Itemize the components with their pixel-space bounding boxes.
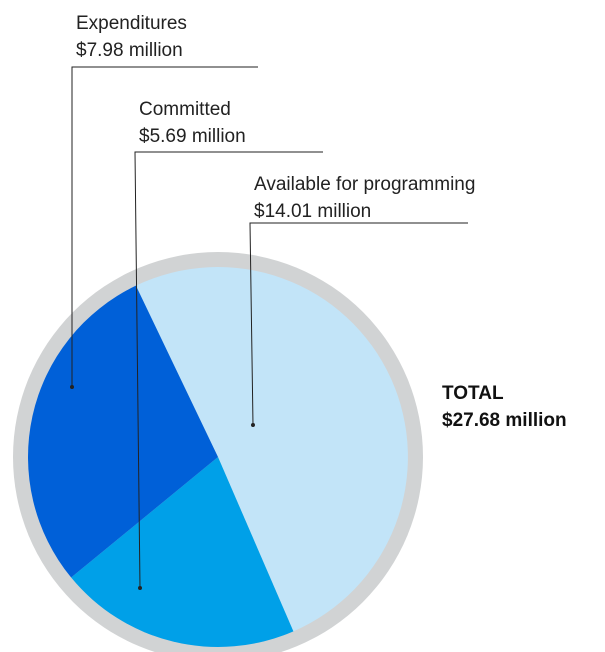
pie-slices <box>27 267 408 647</box>
leader-dot-committed <box>138 586 142 590</box>
callout-expenditures: Expenditures $7.98 million <box>70 13 258 389</box>
callout-available: Available for programming $14.01 million <box>249 174 475 427</box>
leader-dot-available <box>251 423 255 427</box>
slice-label-available: Available for programming <box>254 174 475 195</box>
leader-line-expenditures <box>71 66 258 387</box>
total-label: TOTAL <box>442 383 504 404</box>
pie-slice-available-for-programming <box>135 267 408 632</box>
leader-line-available <box>249 222 468 426</box>
leader-line-committed <box>134 151 323 589</box>
slice-value-expenditures: $7.98 million <box>76 40 183 61</box>
pie-slice-expenditures <box>27 285 219 578</box>
leader-dot-expenditures <box>70 385 74 389</box>
slice-label-expenditures: Expenditures <box>76 13 187 34</box>
pie-slice-committed <box>71 457 294 647</box>
slice-value-committed: $5.69 million <box>139 126 246 147</box>
total-annotation: TOTAL $27.68 million <box>442 383 567 431</box>
callout-committed: Committed $5.69 million <box>134 99 323 590</box>
total-value: $27.68 million <box>442 410 567 431</box>
slice-label-committed: Committed <box>139 99 231 120</box>
slice-value-available: $14.01 million <box>254 201 371 222</box>
